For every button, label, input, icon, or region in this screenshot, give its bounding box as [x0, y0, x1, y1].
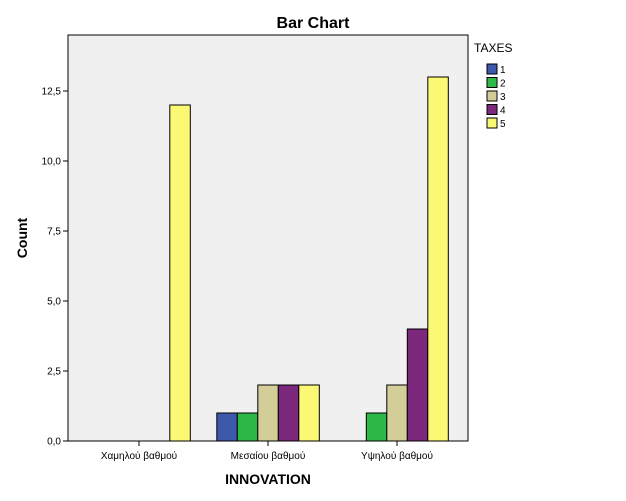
bar-1-series-2 [236, 412, 259, 442]
plot-area [67, 34, 469, 442]
x-axis-title: INNOVATION [225, 471, 311, 487]
bar-2-series-5 [427, 76, 449, 442]
x-category-label: Υψηλού βαθμού [361, 450, 433, 462]
chart-title: Bar Chart [277, 15, 351, 32]
legend-label-5: 5 [500, 119, 506, 130]
legend-swatch-1 [486, 63, 498, 75]
bar-2-series-4 [406, 328, 429, 442]
legend-label-3: 3 [500, 92, 506, 103]
legend-swatch-5 [486, 117, 498, 129]
legend-label-1: 1 [500, 65, 506, 76]
legend-swatch-3 [486, 90, 498, 102]
legend-swatch-2 [486, 77, 498, 88]
y-tick-label: 5,0 [47, 297, 61, 308]
bar-1-series-4 [277, 384, 300, 442]
legend-title: TAXES [474, 41, 512, 55]
bar-2-series-2 [365, 412, 388, 442]
legend: TAXES 1 2 3 4 5 [474, 41, 512, 130]
x-category-label: Χαμηλού βαθμού [101, 450, 177, 462]
legend-label-2: 2 [500, 79, 506, 90]
bars-group [169, 76, 449, 442]
x-category-label: Μεσαίου βαθμού [231, 450, 306, 462]
y-tick-label: 0,0 [47, 437, 61, 448]
y-tick-label: 7,5 [47, 227, 61, 238]
y-axis-title: Count [14, 217, 30, 258]
y-axis: 0,0 2,5 5,0 7,5 10,0 12,5 [42, 87, 68, 448]
bar-1-series-1 [216, 412, 238, 442]
legend-label-4: 4 [500, 106, 506, 117]
bar-1-series-5 [298, 384, 320, 442]
bar-0-series-5 [169, 104, 191, 442]
bar-2-series-3 [386, 384, 408, 442]
y-tick-label: 2,5 [47, 367, 61, 378]
bar-1-series-3 [257, 384, 279, 442]
legend-swatch-4 [486, 104, 498, 115]
x-axis: Χαμηλού βαθμού Μεσαίου βαθμού Υψηλού βαθμο… [101, 441, 433, 462]
y-tick-label: 10,0 [42, 157, 62, 168]
y-tick-label: 12,5 [42, 87, 62, 98]
